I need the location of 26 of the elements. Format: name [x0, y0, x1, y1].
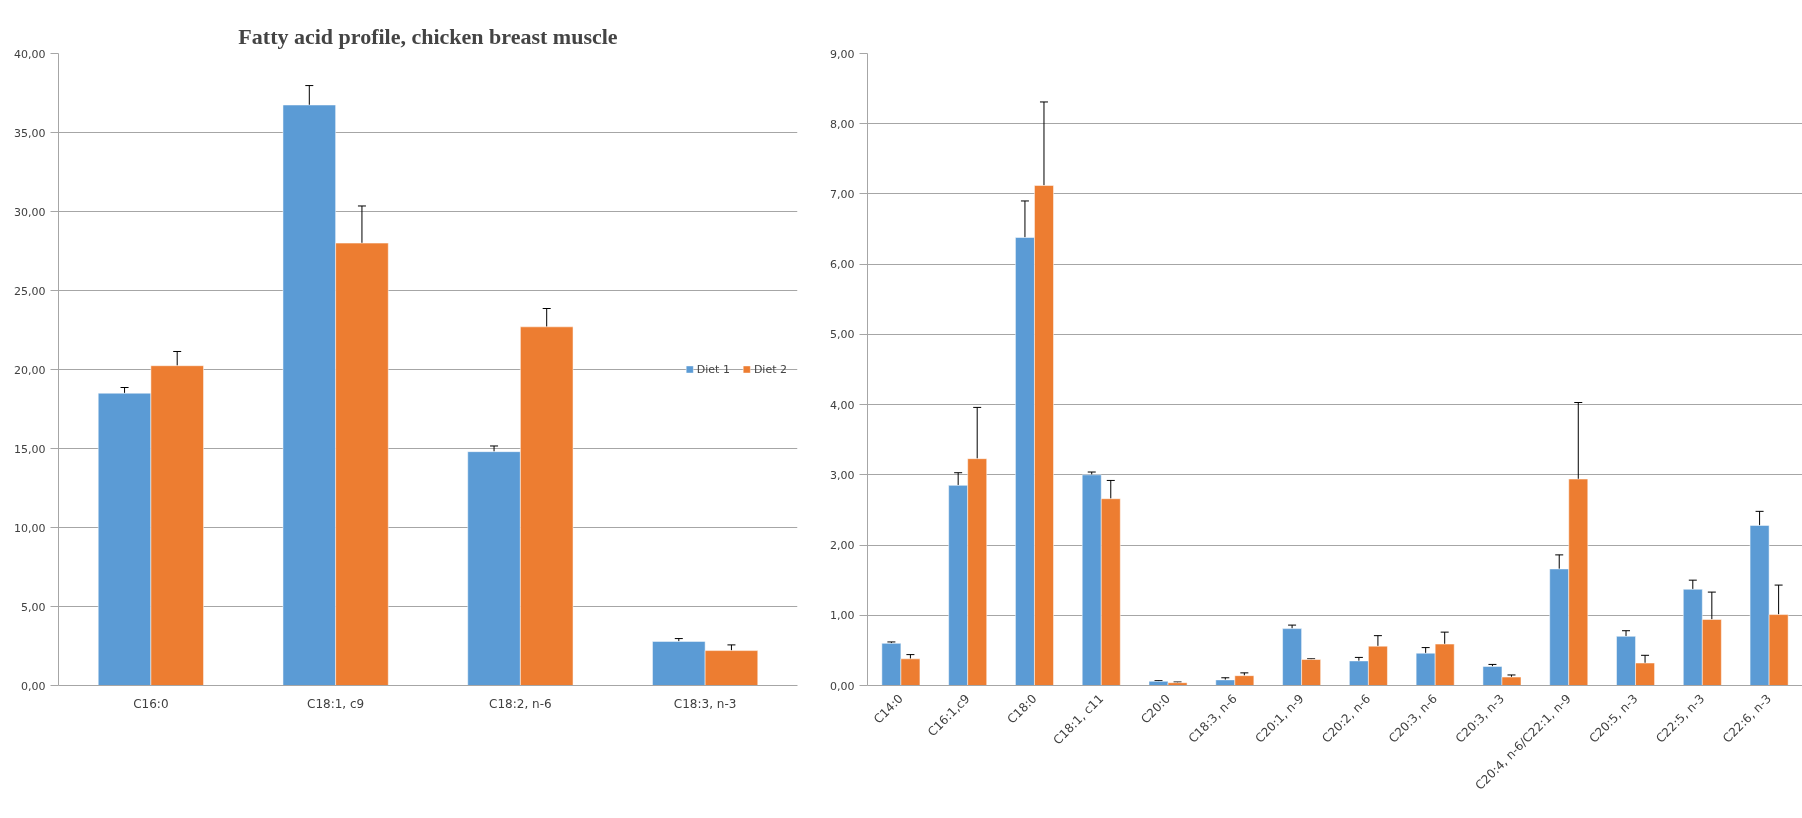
y-tick-label: 10,00: [14, 521, 46, 535]
y-tick-label: 0,00: [21, 679, 46, 693]
y-tick-label: 8,00: [830, 117, 855, 131]
y-tick-label: 7,00: [830, 187, 855, 201]
y-tick-label: 25,00: [14, 284, 46, 298]
y-tick-label: 20,00: [14, 363, 46, 377]
y-tick-label: 5,00: [21, 600, 46, 614]
y-tick-label: 4,00: [830, 398, 855, 412]
y-tick-label: 15,00: [14, 442, 46, 456]
x-tick-label: C18:1, c9: [307, 696, 365, 711]
y-tick-label: 0,00: [830, 679, 855, 693]
y-tick-label: 6,00: [830, 258, 855, 272]
y-tick-label: 3,00: [830, 468, 855, 482]
legend-label: Diet 2: [753, 362, 787, 376]
y-tick-label: 40,00: [14, 47, 46, 61]
y-tick-label: 5,00: [830, 328, 855, 342]
x-tick-label: C16:0: [133, 696, 169, 711]
x-tick-label: C18:2, n-6: [489, 696, 552, 711]
y-tick-label: 9,00: [830, 47, 855, 61]
y-tick-label: 1,00: [830, 609, 855, 623]
y-tick-label: 35,00: [14, 126, 46, 140]
chart-title: Fatty acid profile, chicken breast muscle: [238, 23, 618, 49]
y-tick-label: 2,00: [830, 539, 855, 553]
legend-label: Diet 1: [696, 362, 730, 376]
x-tick-label: C18:3, n-3: [673, 696, 737, 711]
y-tick-label: 30,00: [14, 205, 46, 219]
